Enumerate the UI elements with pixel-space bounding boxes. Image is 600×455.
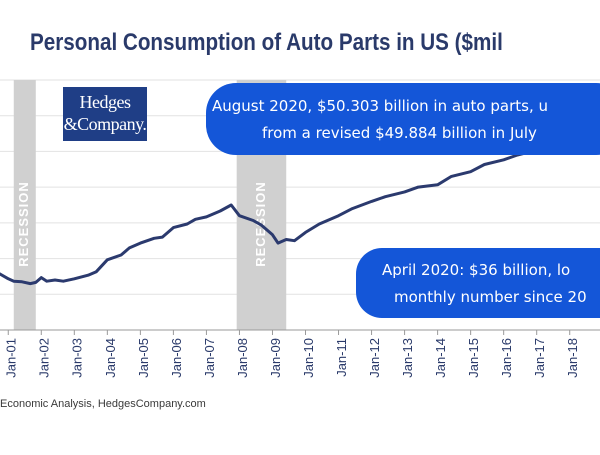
x-tick-label: Jan-15 — [466, 338, 481, 378]
series-lines — [0, 132, 600, 286]
x-tick-label: Jan-11 — [334, 338, 349, 377]
annotation-august-2020-line-2: from a revised $49.884 billion in July — [262, 124, 537, 142]
x-tick-label: Jan-01 — [4, 338, 19, 378]
logo-line-2: &Company. — [63, 114, 147, 134]
x-tick-label: Jan-14 — [433, 338, 448, 378]
hedges-company-logo: Hedges &Company. — [63, 87, 147, 141]
annotation-august-2020-line-1: August 2020, $50.303 billion in auto par… — [212, 97, 548, 115]
x-axis: Jan-01 Jan-02 Jan-03 Jan-04 Jan-05 Jan-06 Jan-… — [0, 329, 600, 378]
recession-label: RECESSION — [16, 181, 31, 267]
x-tick-label: Jan-06 — [169, 338, 184, 378]
annotation-august-2020: August 2020, $50.303 billion in auto par… — [206, 83, 600, 155]
x-tick-label: Jan-05 — [136, 338, 151, 378]
x-tick-label: Jan-10 — [301, 338, 316, 378]
x-tick-label: Jan-07 — [202, 338, 217, 378]
x-tick-label: Jan-04 — [103, 338, 118, 378]
annotation-april-2020-line-2: monthly number since 20 — [394, 288, 587, 306]
source-note: Economic Analysis, HedgesCompany.com — [0, 398, 206, 410]
logo-line-1: Hedges — [79, 92, 131, 112]
annotation-april-2020: April 2020: $36 billion, lo monthly numb… — [356, 248, 600, 318]
x-tick-label: Jan-12 — [367, 338, 382, 378]
x-tick-label: Jan-18 — [565, 338, 580, 378]
x-tick-label: Jan-16 — [499, 338, 514, 378]
chart-title: Personal Consumption of Auto Parts in US… — [30, 29, 503, 56]
x-tick-label: Jan-13 — [400, 338, 415, 378]
recession-band — [13, 80, 36, 330]
annotation-april-2020-line-1: April 2020: $36 billion, lo — [382, 261, 571, 279]
x-tick-label: Jan-09 — [268, 338, 283, 378]
x-tick-label: Jan-08 — [235, 338, 250, 378]
x-tick-label: Jan-03 — [70, 338, 85, 378]
series-line — [0, 132, 600, 286]
x-tick-label: Jan-02 — [37, 338, 52, 378]
x-tick-label: Jan-17 — [532, 338, 547, 378]
